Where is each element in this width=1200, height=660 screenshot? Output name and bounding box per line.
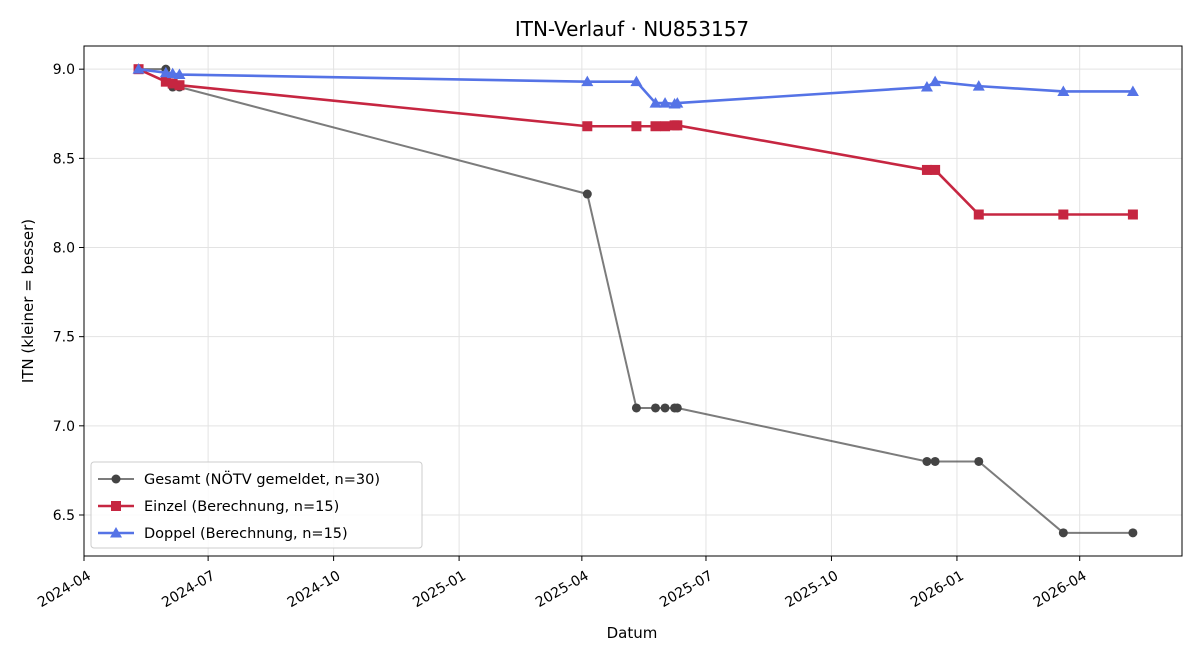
data-point xyxy=(973,209,984,220)
legend-swatch-marker xyxy=(110,527,122,538)
legend-item: Einzel (Berechnung, n=15) xyxy=(98,499,339,515)
data-point xyxy=(1127,209,1138,220)
data-point xyxy=(581,75,594,87)
y-tick-label: 7.5 xyxy=(53,330,75,346)
data-point xyxy=(651,403,661,413)
data-point xyxy=(582,121,593,132)
data-point xyxy=(132,63,145,74)
y-tick-label: 9.0 xyxy=(53,62,75,78)
series-square xyxy=(133,64,1138,220)
legend-swatch-marker xyxy=(111,501,121,511)
data-point xyxy=(660,121,671,132)
y-tick-label: 8.0 xyxy=(53,241,75,257)
legend-swatch-marker xyxy=(111,474,121,484)
x-axis-label: Datum xyxy=(607,624,658,642)
data-point xyxy=(1126,85,1139,96)
plot-frame xyxy=(83,45,1183,557)
data-point xyxy=(167,78,178,89)
series-triangle xyxy=(132,63,1139,109)
data-point xyxy=(660,403,670,413)
chart-title: ITN-Verlauf · NU853157 xyxy=(515,17,749,41)
data-point xyxy=(672,120,683,131)
data-point xyxy=(160,76,171,87)
data-point xyxy=(659,97,672,108)
data-point xyxy=(930,164,941,175)
data-point xyxy=(1057,85,1070,96)
legend-item: Doppel (Berechnung, n=15) xyxy=(98,526,348,542)
data-point xyxy=(174,80,185,91)
legend-box xyxy=(90,461,423,549)
data-point xyxy=(671,97,684,108)
y-tick-label: 7.0 xyxy=(53,419,75,435)
data-point xyxy=(972,80,985,91)
data-point xyxy=(920,81,933,92)
data-point xyxy=(1058,209,1069,220)
data-point xyxy=(672,403,682,413)
series-layer xyxy=(132,63,1139,538)
data-point xyxy=(631,403,641,413)
data-point xyxy=(631,121,642,132)
legend: Gesamt (NÖTV gemeldet, n=30) Einzel (Bere… xyxy=(90,461,423,549)
y-axis-label: ITN (kleiner = besser) xyxy=(19,219,37,383)
legend-label: Doppel (Berechnung, n=15) xyxy=(144,526,348,542)
legend-label: Gesamt (NÖTV gemeldet, n=30) xyxy=(144,470,380,488)
data-point xyxy=(929,75,942,87)
legend-item: Gesamt (NÖTV gemeldet, n=30) xyxy=(98,470,380,488)
data-point xyxy=(173,68,186,80)
data-point xyxy=(649,97,662,108)
data-point xyxy=(1058,528,1068,538)
data-point xyxy=(582,189,592,199)
data-point xyxy=(922,456,932,466)
data-point xyxy=(630,75,643,87)
y-tick-label: 8.5 xyxy=(53,151,75,167)
legend-label: Einzel (Berechnung, n=15) xyxy=(144,499,339,515)
data-point xyxy=(921,164,932,175)
data-point xyxy=(974,456,984,466)
data-point xyxy=(1128,528,1138,538)
y-tick-label: 6.5 xyxy=(53,508,75,524)
data-point xyxy=(930,456,940,466)
data-point xyxy=(650,121,661,132)
